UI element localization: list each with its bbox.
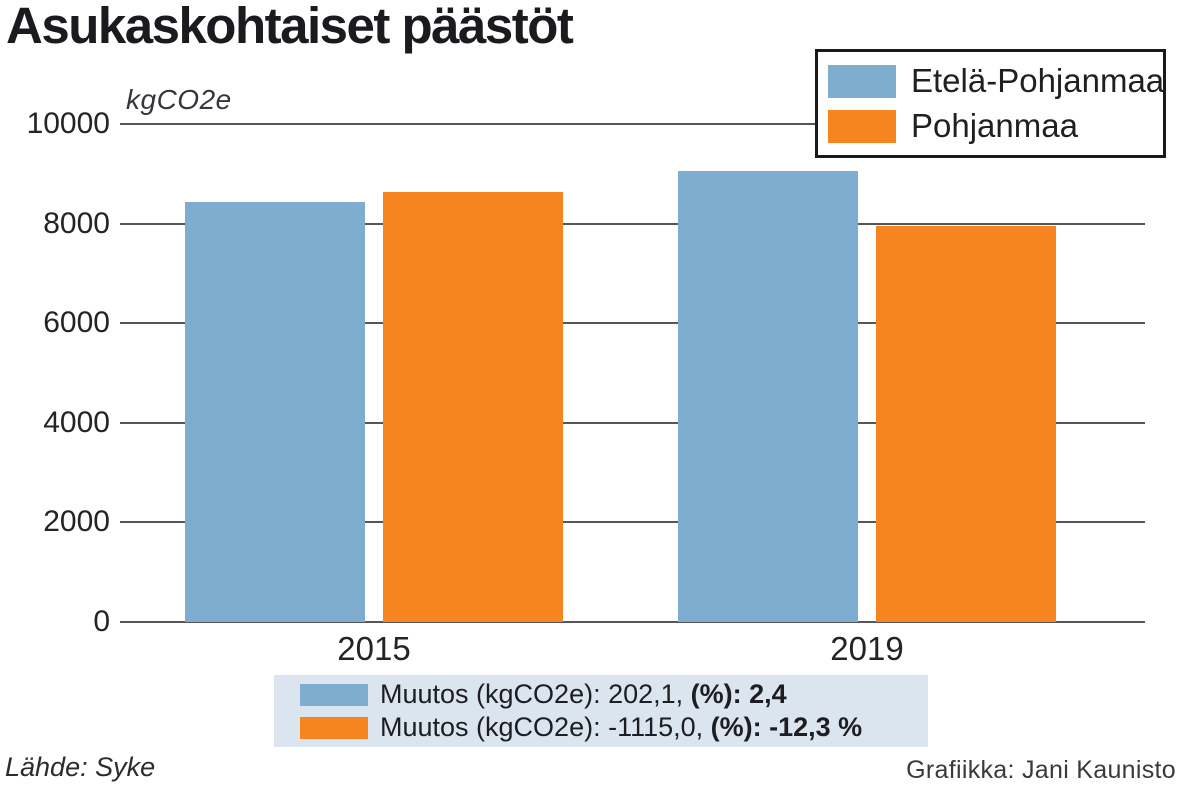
annotation-row-pohjanmaa: Muutos (kgCO2e): -1115,0, (%): -12,3 %	[300, 713, 918, 742]
page-title: Asukaskohtaiset päästöt	[6, 0, 574, 54]
annotation-swatch-etela-pohjanmaa	[300, 683, 368, 706]
gridline-6000	[120, 322, 1145, 325]
graphics-credit-label: Grafiikka: Jani Kaunisto	[906, 756, 1176, 784]
legend: Etelä-Pohjanmaa Pohjanmaa	[815, 49, 1166, 158]
legend-label-etela-pohjanmaa: Etelä-Pohjanmaa	[911, 62, 1165, 99]
change-annotation-box: Muutos (kgCO2e): 202,1, (%): 2,4 Muutos …	[274, 675, 928, 747]
annotation-text-etela-pohjanmaa: Muutos (kgCO2e): 202,1, (%): 2,4	[380, 679, 787, 709]
annotation-row-etela-pohjanmaa: Muutos (kgCO2e): 202,1, (%): 2,4	[300, 680, 918, 709]
y-tick-label-10000: 10000	[26, 107, 110, 140]
y-tick-label-4000: 4000	[43, 405, 110, 439]
source-label: Lähde: Syke	[5, 752, 156, 782]
gridline-2000	[120, 521, 1145, 524]
gridline-8000	[120, 222, 1145, 225]
gridline-0	[120, 621, 1145, 623]
bar-pohjanmaa-2015	[383, 192, 563, 622]
y-tick-label-6000: 6000	[43, 306, 110, 340]
annotation-text-pohjanmaa: Muutos (kgCO2e): -1115,0, (%): -12,3 %	[380, 712, 863, 742]
legend-item-pohjanmaa: Pohjanmaa	[828, 107, 1153, 145]
bar-pohjanmaa-2019	[876, 226, 1056, 622]
y-tick-label-2000: 2000	[43, 505, 110, 539]
y-axis-unit-label: kgCO2e	[126, 84, 232, 115]
legend-swatch-etela-pohjanmaa	[828, 64, 896, 98]
annotation-swatch-pohjanmaa	[300, 716, 368, 739]
legend-item-etela-pohjanmaa: Etelä-Pohjanmaa	[828, 62, 1164, 100]
x-category-label-2015: 2015	[337, 630, 411, 667]
y-tick-label-0: 0	[93, 605, 110, 638]
bar-etel-pohjanmaa-2019	[678, 170, 858, 622]
legend-swatch-pohjanmaa	[828, 109, 896, 143]
gridline-10000	[120, 123, 1145, 125]
legend-label-pohjanmaa: Pohjanmaa	[911, 107, 1078, 144]
y-tick-label-8000: 8000	[43, 206, 110, 240]
bar-etel-pohjanmaa-2015	[185, 202, 365, 622]
x-category-label-2019: 2019	[830, 630, 904, 667]
gridline-4000	[120, 421, 1145, 424]
